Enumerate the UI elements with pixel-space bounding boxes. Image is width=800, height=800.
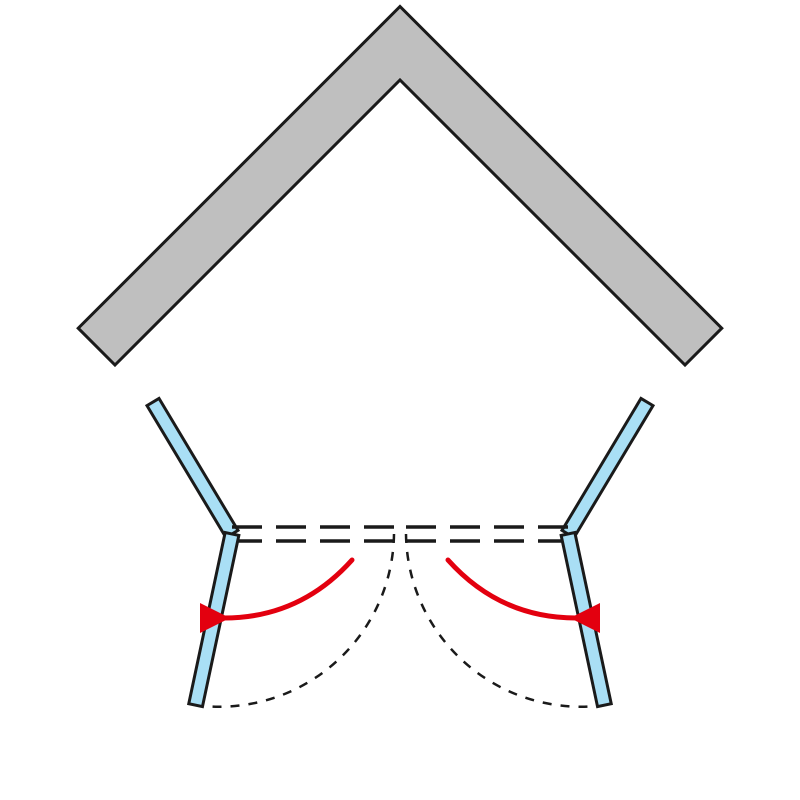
motion-arrow-left bbox=[224, 560, 352, 618]
shower-enclosure-diagram bbox=[0, 0, 800, 800]
corner-walls bbox=[78, 6, 722, 365]
fixed-panel-left bbox=[147, 398, 238, 537]
motion-arrow-right bbox=[448, 560, 576, 618]
fixed-panel-right bbox=[562, 398, 653, 537]
